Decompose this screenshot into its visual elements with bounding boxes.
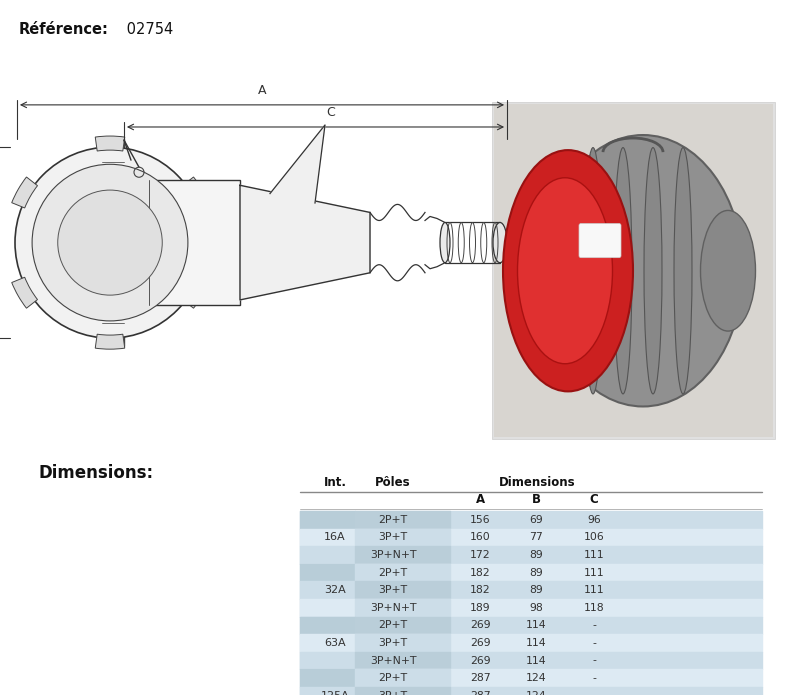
Wedge shape — [12, 177, 38, 208]
Ellipse shape — [674, 147, 692, 394]
Text: 125A: 125A — [320, 691, 349, 695]
Ellipse shape — [493, 222, 507, 263]
Text: 182: 182 — [469, 585, 490, 595]
Text: 156: 156 — [469, 515, 490, 525]
Text: -: - — [592, 655, 596, 666]
Text: -: - — [592, 638, 596, 648]
Wedge shape — [183, 277, 208, 308]
Text: 124: 124 — [526, 691, 547, 695]
Text: 02754: 02754 — [122, 22, 173, 37]
Bar — [102, 139, 124, 346]
Text: -: - — [592, 691, 596, 695]
Text: 3P+T: 3P+T — [378, 585, 407, 595]
Bar — [492, 102, 775, 439]
Bar — [124, 180, 240, 305]
Text: 69: 69 — [529, 515, 543, 525]
Text: 89: 89 — [529, 550, 543, 560]
Ellipse shape — [584, 147, 602, 394]
Text: 118: 118 — [584, 603, 605, 613]
Text: 114: 114 — [526, 638, 547, 648]
Text: 98: 98 — [529, 603, 543, 613]
Text: 2P+T: 2P+T — [378, 673, 407, 683]
Wedge shape — [95, 136, 125, 151]
Text: 269: 269 — [469, 655, 490, 666]
Text: 3P+T: 3P+T — [378, 638, 407, 648]
Text: C: C — [589, 493, 598, 506]
Ellipse shape — [440, 222, 450, 263]
Text: 182: 182 — [469, 568, 490, 578]
Ellipse shape — [503, 150, 633, 391]
Text: 96: 96 — [587, 515, 601, 525]
Text: 3P+N+T: 3P+N+T — [369, 603, 416, 613]
Wedge shape — [12, 277, 38, 308]
Text: 32A: 32A — [324, 585, 346, 595]
Text: 3P+N+T: 3P+N+T — [369, 550, 416, 560]
Text: -: - — [592, 673, 596, 683]
Text: Int.: Int. — [324, 476, 346, 489]
Text: 3P+T: 3P+T — [378, 691, 407, 695]
Text: 287: 287 — [469, 673, 490, 683]
Text: 189: 189 — [469, 603, 490, 613]
Text: 124: 124 — [526, 673, 547, 683]
Wedge shape — [183, 177, 208, 208]
Text: 269: 269 — [469, 621, 490, 630]
Text: Pôles: Pôles — [375, 476, 411, 489]
Circle shape — [15, 147, 205, 338]
Circle shape — [32, 164, 188, 321]
Text: -: - — [592, 621, 596, 630]
Text: 114: 114 — [526, 655, 547, 666]
Text: 111: 111 — [584, 550, 605, 560]
Text: A: A — [476, 493, 485, 506]
Polygon shape — [240, 186, 370, 300]
Text: A: A — [258, 84, 266, 97]
Text: 106: 106 — [584, 532, 605, 542]
Bar — [494, 104, 773, 436]
Text: B: B — [531, 493, 540, 506]
Text: 111: 111 — [584, 585, 605, 595]
Text: 63A: 63A — [324, 638, 346, 648]
Wedge shape — [95, 334, 125, 349]
Ellipse shape — [700, 211, 756, 331]
Text: 3P+N+T: 3P+N+T — [369, 655, 416, 666]
Text: 89: 89 — [529, 568, 543, 578]
Text: 77: 77 — [529, 532, 543, 542]
Text: 160: 160 — [469, 532, 490, 542]
Ellipse shape — [644, 147, 662, 394]
Ellipse shape — [614, 147, 632, 394]
Polygon shape — [270, 125, 325, 203]
Text: 287: 287 — [469, 691, 490, 695]
Ellipse shape — [543, 135, 743, 407]
FancyBboxPatch shape — [579, 224, 621, 258]
Circle shape — [58, 190, 163, 295]
Text: Référence:: Référence: — [19, 22, 108, 37]
Text: 16A: 16A — [324, 532, 346, 542]
Text: 2P+T: 2P+T — [378, 515, 407, 525]
Ellipse shape — [518, 178, 613, 363]
Text: 114: 114 — [526, 621, 547, 630]
Text: Dimensions:: Dimensions: — [38, 464, 153, 482]
Text: 2P+T: 2P+T — [378, 621, 407, 630]
Text: C: C — [326, 106, 335, 119]
Text: 3P+T: 3P+T — [378, 532, 407, 542]
Text: Dimensions: Dimensions — [498, 476, 576, 489]
Text: 111: 111 — [584, 568, 605, 578]
Text: 172: 172 — [469, 550, 490, 560]
Text: 2P+T: 2P+T — [378, 568, 407, 578]
Text: 89: 89 — [529, 585, 543, 595]
Text: 269: 269 — [469, 638, 490, 648]
